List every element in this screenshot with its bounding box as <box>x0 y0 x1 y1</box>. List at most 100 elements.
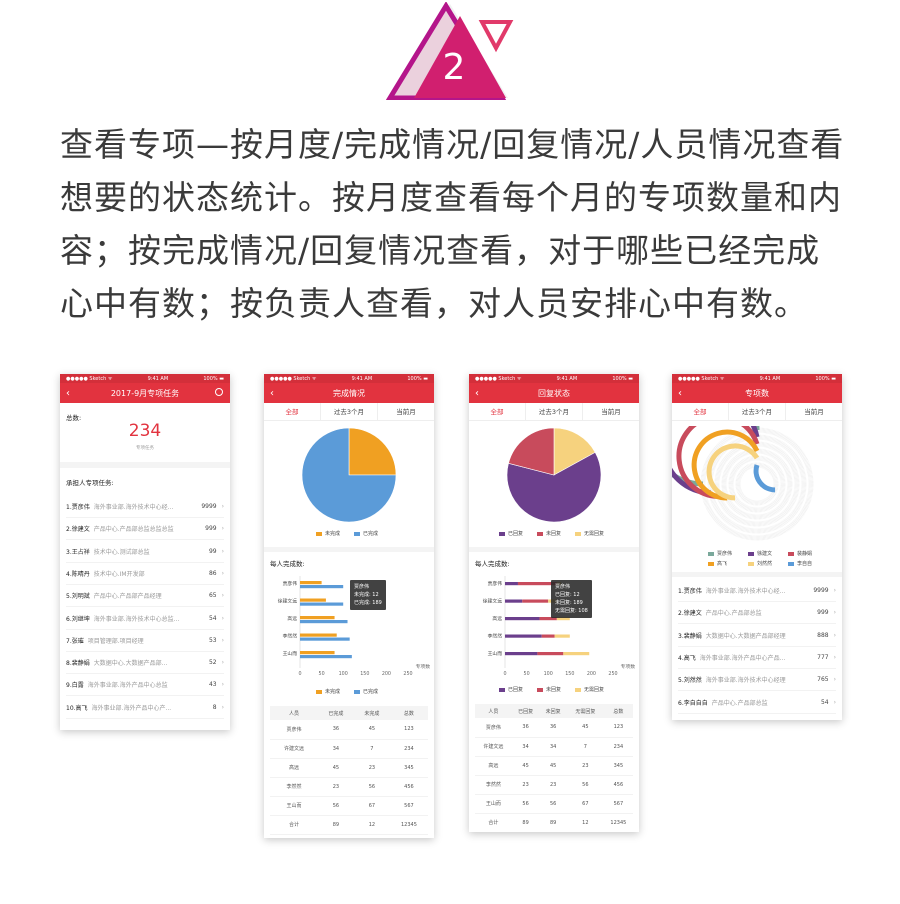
reply-pie-chart <box>506 427 602 523</box>
table-cell: 许建文远 <box>475 737 512 757</box>
category-label: 李然然 <box>283 633 298 640</box>
chevron-right-icon: › <box>221 569 224 577</box>
list-item[interactable]: 10.高飞 海外事业部.海外产品中心产... 8 › <box>66 697 224 719</box>
back-icon[interactable]: ‹ <box>678 387 682 399</box>
chevron-right-icon: › <box>221 636 224 644</box>
assignee-name: 4.高飞 <box>678 654 696 662</box>
x-tick-label: 0 <box>298 671 301 677</box>
list-item[interactable]: 1.贾彦伟 海外事业部.海外技术中心经... 9999 › <box>66 496 224 518</box>
tab-current-month[interactable]: 当前月 <box>396 408 416 416</box>
list-item[interactable]: 1.贾彦伟 海外事业部.海外技术中心经... 9999 › <box>678 580 836 602</box>
back-icon[interactable]: ‹ <box>475 387 479 399</box>
chevron-right-icon: › <box>833 587 836 594</box>
tooltip-line: 贾彦伟 <box>354 584 370 590</box>
bar <box>300 655 352 659</box>
list-item[interactable]: 6.刘继坤 海外事业部.海外技术中心总监... 54 › <box>66 608 224 630</box>
legend-swatch-unreplied <box>537 687 544 692</box>
list-item[interactable]: 6.李自自自 产品中心.产品部总监 54 › <box>678 692 836 714</box>
bar-segment <box>505 634 542 638</box>
status-bar: ●●●●● Sketch ᯤ 9:41 AM 100% ▬ <box>469 374 639 383</box>
tab-past-3-months[interactable]: 过去3个月 <box>321 403 378 420</box>
chevron-right-icon: › <box>221 659 224 667</box>
step-badge: 2 <box>386 2 514 100</box>
list-item[interactable]: 4.高飞 海外事业部.海外产品中心产品... 777 › <box>678 647 836 669</box>
tab-all[interactable]: 全部 <box>469 403 526 420</box>
nav-bar: ‹ 2017-9月专项任务 <box>60 383 230 403</box>
table-row: 王山而 56 56 67 567 <box>475 794 633 814</box>
back-icon[interactable]: ‹ <box>66 387 70 399</box>
table-cell: 67 <box>566 794 604 814</box>
badge-number: 2 <box>443 47 466 88</box>
list-item[interactable]: 3.裴静娟 大数据中心.大数据产品部经理 888 › <box>678 625 836 647</box>
table-cell: 王山而 <box>270 796 318 816</box>
period-tabs: 全部 过去3个月 当前月 <box>469 403 639 421</box>
tab-current-month[interactable]: 当前月 <box>804 408 824 416</box>
table-cell: 56 <box>317 796 354 816</box>
list-item[interactable]: 4.陈晴丹 技术中心.IM开发部 86 › <box>66 563 224 585</box>
tab-past-3-months[interactable]: 过去3个月 <box>729 403 786 420</box>
category-label: 贾彦伟 <box>283 580 298 587</box>
completion-pie-slice <box>348 427 397 476</box>
chevron-right-icon: › <box>833 676 836 684</box>
tab-current-month[interactable]: 当前月 <box>601 408 621 416</box>
assignee-department: 产品中心.产品部总监 <box>705 610 762 618</box>
tab-all[interactable]: 全部 <box>672 403 729 420</box>
tab-past-3-months[interactable]: 过去3个月 <box>526 403 583 420</box>
assignee-name: 9.白露 <box>66 682 84 690</box>
table-cell: 34 <box>539 737 567 757</box>
task-count: 777 <box>817 653 829 661</box>
x-tick-label: 250 <box>403 671 412 677</box>
list-item[interactable]: 8.裴静娟 大数据中心.大数据产品部... 52 › <box>66 652 224 675</box>
legend-item: 李自自 <box>788 560 812 567</box>
category-label: 徐建文远 <box>278 598 297 605</box>
per-person-section-title: 每人完成数: <box>270 560 305 568</box>
legend-swatch-replied <box>499 531 505 536</box>
column-header: 无需回复 <box>566 704 604 718</box>
tooltip-line: 已完成: 189 <box>354 600 382 606</box>
assignee-department: 海外事业部.海外技术中心总监... <box>93 615 180 623</box>
list-item[interactable]: 5.刘然然 海外事业部.海外技术中心经理 765 › <box>678 669 836 692</box>
table-cell: 23 <box>511 775 540 795</box>
list-item[interactable]: 5.刘明斌 产品中心.产品部产品经理 65 › <box>66 585 224 608</box>
table-cell: 高远 <box>270 758 318 778</box>
table-cell: 许建文远 <box>270 739 318 759</box>
task-count: 86 <box>208 569 217 577</box>
ring-track <box>714 441 800 527</box>
list-item[interactable]: 2.徐建文 产品中心.产品部总监总监总监 999 › <box>66 518 224 541</box>
legend-label: 未回复 <box>546 687 562 693</box>
table-cell: 123 <box>389 720 428 740</box>
search-icon[interactable] <box>215 388 223 396</box>
back-icon[interactable]: ‹ <box>270 387 274 399</box>
table-cell: 456 <box>389 777 428 797</box>
completion-pie-slice <box>301 427 397 523</box>
assignee-department: 海外事业部.海外技术中心经... <box>705 588 786 595</box>
status-bar: ●●●●● Sketch ᯤ 9:41 AM 100% ▬ <box>264 374 434 383</box>
category-label: 高远 <box>287 615 297 622</box>
ring-bar <box>691 429 760 501</box>
assignee-department: 技术中心.IM开发部 <box>93 570 145 578</box>
assignee-name: 5.刘明斌 <box>66 593 90 601</box>
table-cell: 45 <box>539 756 567 776</box>
bar <box>300 616 335 620</box>
table-cell: 7 <box>353 739 390 759</box>
list-item[interactable]: 9.白露 海外事业部.海外产品中心总监 43 › <box>66 674 224 697</box>
bar-segment <box>539 617 557 621</box>
assignee-department: 产品中心.产品部产品经理 <box>93 593 162 601</box>
list-item[interactable]: 7.张璀 项目管理部.项目经理 53 › <box>66 630 224 652</box>
list-item[interactable]: 2.徐建文 产品中心.产品部总监 999 › <box>678 602 836 625</box>
chevron-right-icon: › <box>221 525 224 533</box>
page-title: 专项数 <box>745 388 769 398</box>
table-cell: 567 <box>389 796 428 816</box>
page-title: 2017-9月专项任务 <box>110 388 180 398</box>
x-tick-label: 50 <box>319 671 325 677</box>
chevron-right-icon: › <box>221 547 224 555</box>
tab-all[interactable]: 全部 <box>264 403 321 420</box>
x-tick-label: 100 <box>544 671 553 677</box>
bar <box>300 637 350 641</box>
ring-track <box>707 434 807 534</box>
table-cell: 56 <box>566 775 604 795</box>
bar-legend: 已回复 未回复 无需回复 <box>499 686 618 693</box>
list-item[interactable]: 3.王占祥 技术中心.测试部总监 99 › <box>66 541 224 563</box>
legend-swatch <box>748 561 754 566</box>
column-header: 已回复 <box>511 704 540 718</box>
